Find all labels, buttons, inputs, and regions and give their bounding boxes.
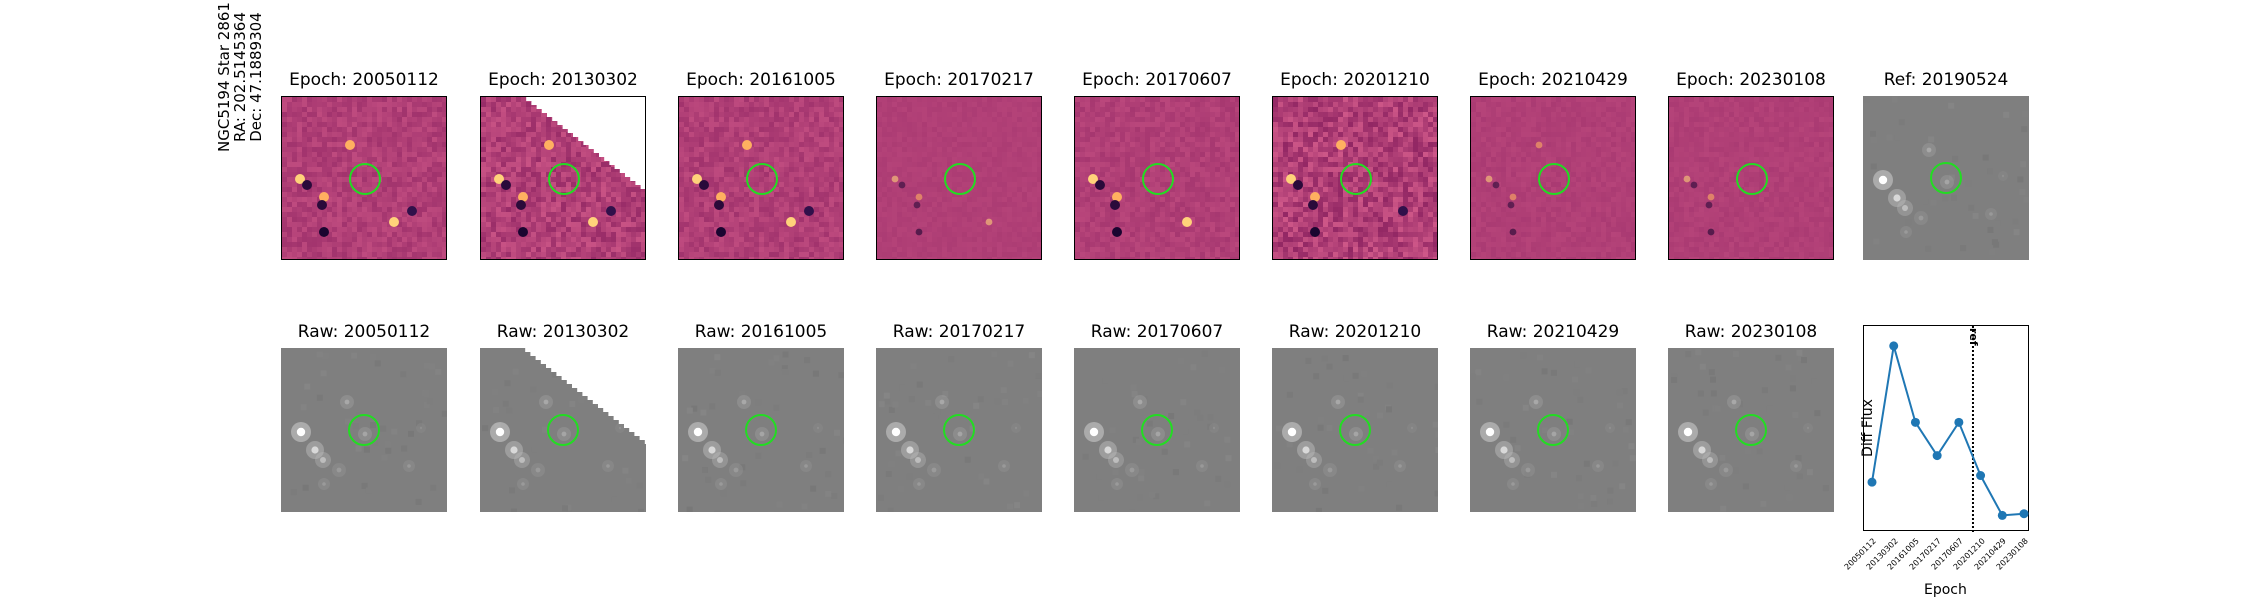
diff-image-panel [1470, 96, 1636, 260]
aperture-circle [1339, 414, 1371, 446]
raw-image-panel [1668, 348, 1834, 512]
raw-title: Raw: 20170607 [1090, 322, 1224, 342]
aperture-circle [349, 163, 381, 195]
diff-flux-point [1889, 341, 1899, 351]
diff-flux-point [1954, 417, 1964, 427]
raw-title: Raw: 20230108 [1684, 322, 1818, 342]
aperture-circle [943, 414, 975, 446]
raw-image-panel [1272, 348, 1438, 512]
row-label-ra: RA: 202.5145364 [231, 12, 249, 142]
raw-image-panel [678, 348, 844, 512]
diff-title: Epoch: 20201210 [1280, 70, 1430, 90]
aperture-circle [1538, 163, 1570, 195]
diff-flux-series [1871, 345, 2025, 517]
diff-image-panel [1668, 96, 1834, 260]
raw-image [876, 348, 1042, 512]
raw-title: Raw: 20130302 [496, 322, 630, 342]
aperture-circle [348, 414, 380, 446]
raw-title: Raw: 20050112 [297, 322, 431, 342]
diff-flux-point [2019, 509, 2029, 519]
diff-image-panel [678, 96, 844, 260]
diff-title: Epoch: 20170607 [1082, 70, 1232, 90]
aperture-circle [746, 163, 778, 195]
diff-image [282, 97, 446, 259]
raw-image-panel [281, 348, 447, 512]
diff-image-panel [480, 96, 646, 260]
aperture-circle [1736, 163, 1768, 195]
diff-image-panel [876, 96, 1042, 260]
aperture-circle [548, 163, 580, 195]
lightcurve-svg: ref [1867, 326, 2029, 532]
aperture-circle [1930, 162, 1962, 194]
diff-title: Epoch: 20170217 [884, 70, 1034, 90]
reference-image [1863, 96, 2029, 260]
diff-image [1669, 97, 1833, 259]
diff-image-panel [281, 96, 447, 260]
raw-image-panel [1470, 348, 1636, 512]
raw-title: Raw: 20170217 [892, 322, 1026, 342]
raw-title: Raw: 20201210 [1288, 322, 1422, 342]
raw-image-panel [876, 348, 1042, 512]
diff-flux-point [1932, 451, 1942, 461]
aperture-circle [745, 414, 777, 446]
lightcurve-plot: ref [1863, 325, 2029, 532]
diff-title: Epoch: 20230108 [1676, 70, 1826, 90]
diff-image [1075, 97, 1239, 259]
row-label-star: NGC5194 Star 2861 [215, 2, 233, 152]
lightcurve-ylabel: Diff Flux [1860, 399, 1876, 457]
aperture-circle [944, 163, 976, 195]
diff-image-panel [1272, 96, 1438, 260]
raw-image [1470, 348, 1636, 512]
diff-flux-point [1867, 477, 1877, 487]
diff-flux-point [1997, 510, 2007, 520]
raw-title: Raw: 20210429 [1486, 322, 1620, 342]
reference-epoch-label: ref [1967, 328, 1980, 346]
aperture-circle [1340, 163, 1372, 195]
lightcurve-xlabel: Epoch [1924, 582, 1967, 598]
aperture-circle [1735, 414, 1767, 446]
diff-image [1471, 97, 1635, 259]
aperture-circle [547, 414, 579, 446]
raw-title: Raw: 20161005 [694, 322, 828, 342]
aperture-circle [1537, 414, 1569, 446]
diff-title: Epoch: 20130302 [488, 70, 638, 90]
diff-image-panel [1074, 96, 1240, 260]
row-label-dec: Dec: 47.1889304 [247, 12, 265, 142]
diff-image [679, 97, 843, 259]
raw-image [480, 348, 646, 512]
diff-title: Epoch: 20050112 [289, 70, 439, 90]
ref-title: Ref: 20190524 [1883, 70, 2009, 90]
raw-image-panel [480, 348, 646, 512]
aperture-circle [1141, 414, 1173, 446]
diff-title: Epoch: 20210429 [1478, 70, 1628, 90]
diff-flux-point [1976, 471, 1986, 481]
aperture-circle [1142, 163, 1174, 195]
raw-image-panel [1074, 348, 1240, 512]
diff-title: Epoch: 20161005 [686, 70, 836, 90]
diff-image [481, 97, 645, 259]
diff-flux-point [1910, 417, 1920, 427]
